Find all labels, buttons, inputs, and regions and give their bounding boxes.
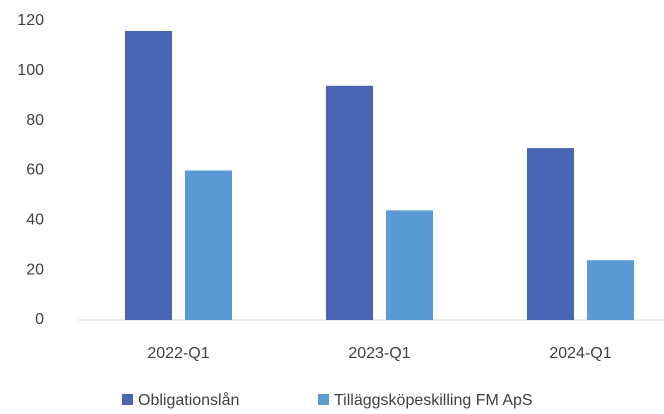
bar (185, 170, 232, 320)
y-tick-label: 40 (26, 212, 44, 229)
bar (125, 30, 172, 320)
legend-swatch (122, 394, 133, 405)
y-tick-label: 20 (26, 261, 44, 278)
legend-label: Tilläggsköpeskilling FM ApS (334, 392, 533, 409)
legend-label: Obligationslån (138, 391, 239, 409)
x-tick-label: 2024-Q1 (549, 345, 611, 362)
x-tick-label: 2023-Q1 (348, 345, 410, 362)
bar (527, 148, 574, 320)
bar (386, 210, 433, 320)
legend-swatch (318, 394, 329, 405)
y-tick-label: 80 (26, 112, 44, 129)
y-tick-label: 120 (17, 12, 44, 29)
bar (587, 260, 634, 320)
y-tick-label: 60 (26, 162, 44, 179)
y-tick-label: 0 (35, 311, 44, 328)
x-tick-label: 2022-Q1 (147, 345, 209, 362)
y-tick-label: 100 (17, 62, 44, 79)
bar (326, 85, 373, 321)
